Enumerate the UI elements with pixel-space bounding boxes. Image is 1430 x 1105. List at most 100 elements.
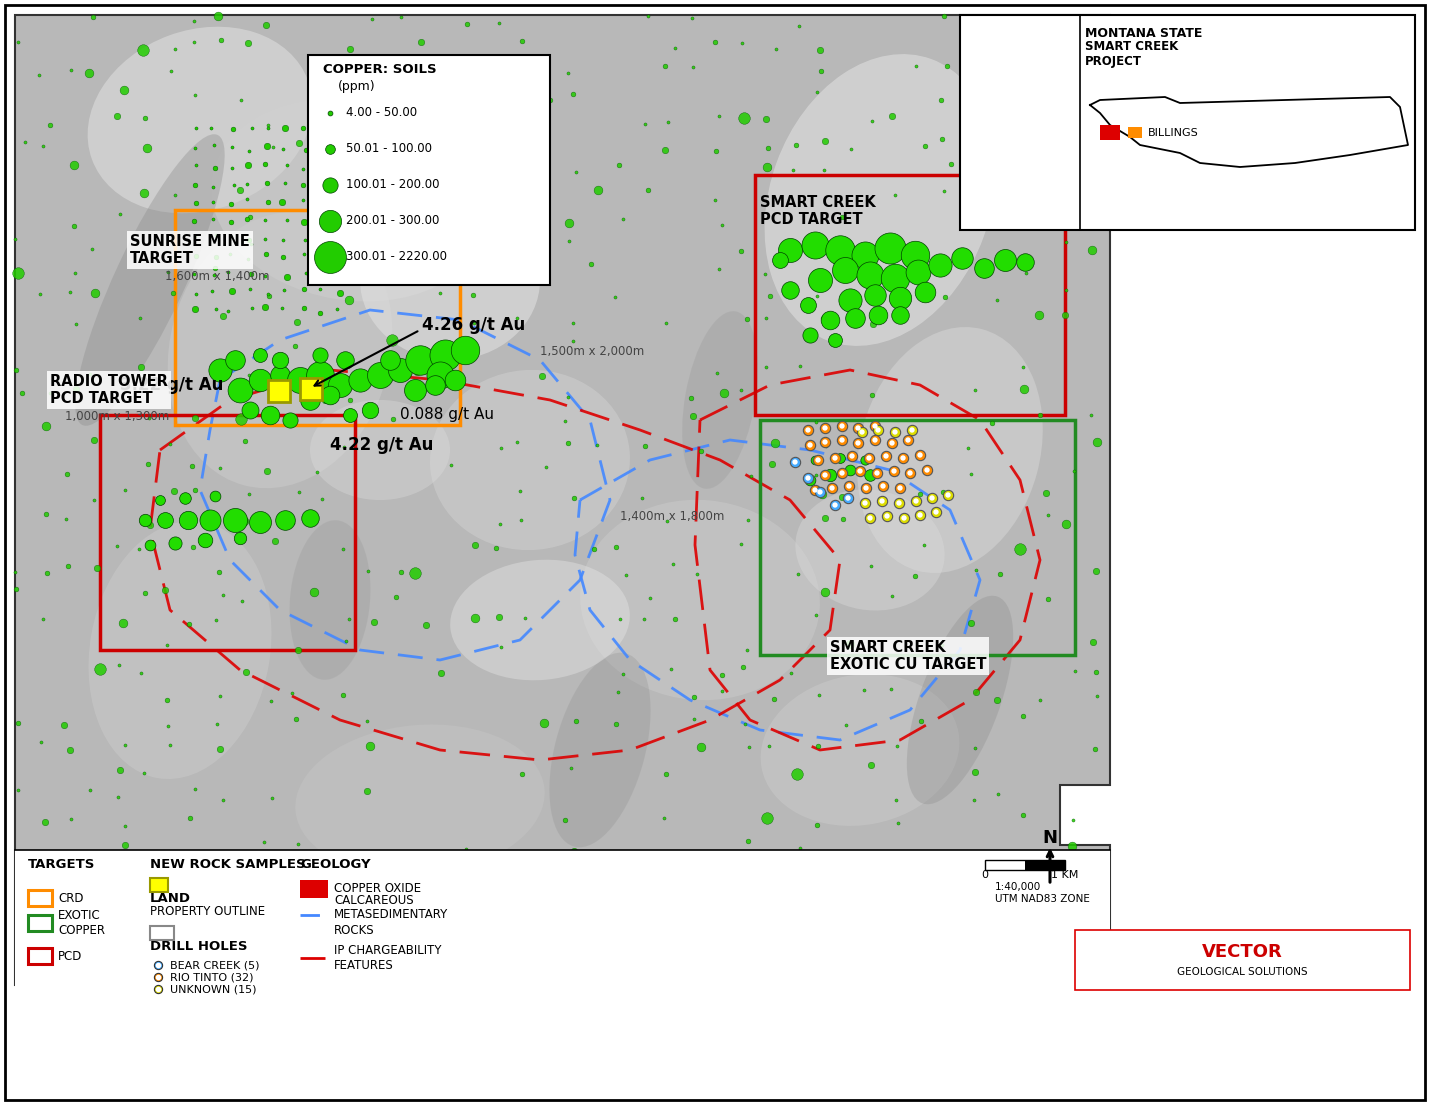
Point (892, 509, 915, 527)
Point (1037, 590, 1060, 608)
Point (489, 440, 512, 457)
Bar (29, 915, 51, 932)
Point (689, 909, 712, 927)
Point (114, 836, 137, 854)
Point (756, 139, 779, 157)
Point (831, 488, 854, 506)
Point (553, 412, 576, 430)
Point (528, 235, 551, 253)
Point (755, 309, 778, 327)
Point (898, 464, 921, 482)
Point (130, 358, 153, 376)
Point (233, 512, 256, 529)
Point (463, 609, 486, 627)
Point (220, 282, 243, 299)
Point (888, 306, 911, 324)
Point (203, 159, 226, 177)
Point (784, 453, 807, 471)
Point (349, 371, 372, 389)
Point (163, 40, 186, 57)
Point (337, 234, 360, 252)
Point (57, 557, 80, 575)
Point (209, 361, 232, 379)
Text: EXOTIC
COPPER: EXOTIC COPPER (59, 909, 104, 937)
Point (239, 281, 262, 298)
Point (299, 509, 322, 527)
Point (788, 357, 811, 375)
Point (137, 409, 160, 427)
Point (538, 92, 561, 109)
Point (1037, 506, 1060, 524)
Point (729, 242, 752, 260)
Point (292, 176, 315, 193)
Point (309, 137, 332, 155)
Point (309, 366, 332, 383)
Point (734, 715, 756, 733)
Point (756, 158, 779, 176)
Bar (300, 378, 322, 400)
Point (1028, 406, 1051, 423)
Point (77, 64, 100, 82)
Point (259, 692, 282, 709)
Point (329, 284, 352, 302)
Point (299, 391, 322, 409)
Point (1030, 888, 1052, 906)
Point (310, 265, 333, 283)
Point (1083, 633, 1105, 651)
Point (831, 464, 854, 482)
Point (1034, 485, 1057, 503)
Point (337, 881, 360, 898)
Point (804, 236, 827, 254)
Point (163, 482, 186, 499)
Point (453, 936, 476, 954)
Point (954, 890, 977, 907)
Point (183, 139, 206, 157)
Point (798, 436, 821, 454)
Text: (ppm): (ppm) (337, 80, 376, 93)
Point (847, 419, 869, 436)
Point (280, 684, 303, 702)
Text: BEAR CREEK (5): BEAR CREEK (5) (170, 960, 259, 970)
Point (4, 361, 27, 379)
Point (705, 141, 728, 159)
Point (256, 137, 279, 155)
Point (882, 462, 905, 480)
Bar (1128, 127, 1143, 138)
Point (236, 190, 259, 208)
Point (611, 865, 633, 883)
Point (56, 465, 79, 483)
Point (200, 119, 223, 137)
Point (831, 418, 854, 435)
Point (859, 557, 882, 575)
Point (636, 181, 659, 199)
Point (133, 765, 156, 782)
Point (235, 175, 257, 192)
Point (253, 833, 276, 851)
Point (204, 299, 227, 317)
Point (202, 178, 225, 196)
Point (133, 512, 156, 529)
Point (505, 308, 528, 326)
Point (828, 241, 851, 259)
Point (10, 385, 33, 402)
Point (988, 55, 1011, 73)
Point (34, 505, 57, 523)
Point (159, 435, 182, 453)
Point (1084, 859, 1107, 876)
Point (319, 386, 342, 403)
Point (798, 326, 821, 344)
Point (558, 214, 581, 232)
Point (146, 956, 169, 974)
Point (203, 260, 226, 277)
Point (156, 636, 179, 654)
Point (183, 33, 206, 51)
Point (113, 481, 136, 498)
Point (658, 862, 681, 880)
Point (112, 914, 134, 932)
Point (159, 511, 182, 528)
Point (608, 156, 631, 173)
Point (1085, 687, 1108, 705)
Point (864, 431, 887, 449)
Point (865, 464, 888, 482)
Point (239, 235, 262, 253)
